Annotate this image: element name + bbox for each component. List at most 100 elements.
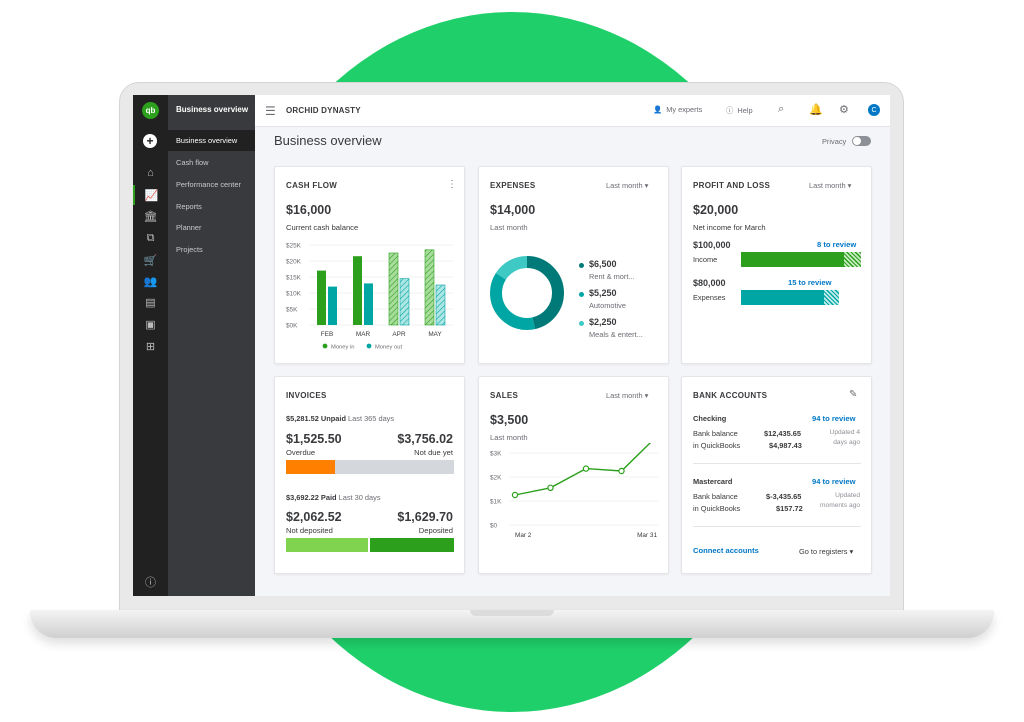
sales-title: SALES xyxy=(490,391,519,400)
mastercard-review-link[interactable]: 94 to review xyxy=(812,477,856,486)
connect-accounts-link[interactable]: Connect accounts xyxy=(693,546,759,555)
unpaid-amount: $5,281.52 Unpaid xyxy=(286,414,346,423)
privacy-label: Privacy xyxy=(822,137,847,146)
expenses-card: EXPENSES Last month ▾ $14,000 Last month… xyxy=(478,166,669,364)
donut-slice xyxy=(490,256,564,330)
apps-icon[interactable]: ⊞ xyxy=(145,340,156,353)
pencil-icon[interactable]: ✎ xyxy=(849,389,858,400)
not-deposited-label: Not deposited xyxy=(286,526,333,535)
y-tick-label: $3K xyxy=(490,451,502,458)
sales-period-dropdown[interactable]: Last month ▾ xyxy=(606,391,648,400)
x-tick-label: MAY xyxy=(428,331,442,338)
paid-summary: $3,692.22 Paid Last 30 days xyxy=(286,493,381,502)
account-name-mastercard[interactable]: Mastercard xyxy=(693,477,733,486)
help-label: Help xyxy=(737,106,753,115)
mastercard-updated-1: Updated xyxy=(835,492,860,499)
nav-panel: Business overview Business overview Cash… xyxy=(168,95,255,596)
legend-dot xyxy=(579,263,584,268)
bar-money-out xyxy=(399,278,410,326)
profit-loss-title: PROFIT AND LOSS xyxy=(693,181,771,190)
income-review-link[interactable]: 8 to review xyxy=(817,240,857,249)
expenses-pl-amount: $80,000 xyxy=(693,278,726,288)
checking-qb-label: in QuickBooks xyxy=(693,441,741,450)
bank-accounts-card: BANK ACCOUNTS ✎ Checking 94 to review Ba… xyxy=(681,376,872,574)
y-tick-label: $0K xyxy=(286,323,298,330)
unpaid-period: Last 365 days xyxy=(348,414,395,423)
net-income-amount: $20,000 xyxy=(693,203,739,217)
home-icon[interactable]: ⌂ xyxy=(147,167,154,179)
legend-dot xyxy=(322,343,328,349)
mastercard-bank-amount: $-3,435.65 xyxy=(766,492,802,501)
nav-item-planner[interactable]: Planner xyxy=(176,223,202,232)
payments-icon[interactable]: ⧉ xyxy=(146,231,155,244)
account-name-checking[interactable]: Checking xyxy=(693,414,727,423)
not-due-amount: $3,756.02 xyxy=(397,432,453,446)
my-experts-link[interactable]: 👤 My experts xyxy=(653,105,702,114)
divider xyxy=(693,463,861,464)
quickbooks-logo[interactable]: qb xyxy=(142,102,159,119)
nav-item-cash-flow[interactable]: Cash flow xyxy=(176,158,209,167)
more-options-icon[interactable]: ⋮ xyxy=(447,179,457,190)
chart-icon[interactable]: 📈 xyxy=(133,185,168,205)
company-name: ORCHID DYNASTY xyxy=(286,106,361,115)
bar-money-out xyxy=(328,286,337,325)
mastercard-bank-label: Bank balance xyxy=(693,492,738,501)
expenses-bar xyxy=(741,290,839,305)
bell-icon[interactable]: 🔔 xyxy=(809,104,823,116)
deposited-label: Deposited xyxy=(418,526,453,535)
privacy-toggle[interactable] xyxy=(852,136,871,146)
y-tick-label: $15K xyxy=(286,275,302,282)
gear-icon[interactable]: ⚙ xyxy=(839,104,849,116)
expenses-donut-chart xyxy=(490,256,564,330)
icon-rail: qb + ⌂ 📈 🏛 ⧉ 🛒 👥 ▤ ▣ ⊞ ⓘ xyxy=(133,95,168,596)
legend-dot xyxy=(366,343,372,349)
people-icon[interactable]: 👥 xyxy=(143,275,158,288)
nav-item-business-overview[interactable]: Business overview xyxy=(168,130,255,151)
mastercard-qb-amount: $157.72 xyxy=(776,504,803,513)
y-tick-label: $0 xyxy=(490,523,498,530)
hamburger-menu-icon[interactable]: ☰ xyxy=(265,104,276,118)
help-circle-icon[interactable]: ⓘ xyxy=(145,577,156,589)
divider xyxy=(693,526,861,527)
net-income-caption: Net income for March xyxy=(693,223,766,232)
expenses-review-link[interactable]: 15 to review xyxy=(788,278,832,287)
paid-amount: $3,692.22 Paid xyxy=(286,493,337,502)
overdue-bar-fill xyxy=(286,460,335,474)
main-content: ☰ ORCHID DYNASTY 👤 My experts ⓘ Help ⌕ 🔔… xyxy=(255,95,890,596)
avatar[interactable]: C xyxy=(868,104,880,116)
x-tick-label: FEB xyxy=(321,331,333,338)
y-tick-label: $20K xyxy=(286,259,302,266)
income-bar-hatch xyxy=(844,252,861,267)
donut-slice xyxy=(490,256,564,330)
y-tick-label: $5K xyxy=(286,307,298,314)
create-plus-icon[interactable]: + xyxy=(143,134,157,148)
legend-dot xyxy=(579,321,584,326)
mastercard-qb-label: in QuickBooks xyxy=(693,504,741,513)
app-screen: qb + ⌂ 📈 🏛 ⧉ 🛒 👥 ▤ ▣ ⊞ ⓘ Business overvi… xyxy=(133,95,890,596)
expenses-pl-label: Expenses xyxy=(693,293,726,302)
nav-item-performance-center[interactable]: Performance center xyxy=(176,180,241,189)
expenses-legend: $6,500 Rent & mort... $5,250 Automotive $2,2… xyxy=(579,259,669,349)
nav-item-reports[interactable]: Reports xyxy=(176,202,202,211)
checking-review-link[interactable]: 94 to review xyxy=(812,414,856,423)
x-tick-label: Mar 31 xyxy=(637,532,657,539)
cart-icon[interactable]: 🛒 xyxy=(143,254,158,267)
nav-item-projects[interactable]: Projects xyxy=(176,245,203,254)
profit-loss-period-dropdown[interactable]: Last month ▾ xyxy=(809,181,851,190)
expenses-period-dropdown[interactable]: Last month ▾ xyxy=(606,181,648,190)
bank-icon[interactable]: 🏛 xyxy=(143,210,158,223)
bar-money-out xyxy=(364,283,373,325)
inventory-icon[interactable]: ▤ xyxy=(145,296,156,309)
search-icon[interactable]: ⌕ xyxy=(778,103,785,115)
help-link[interactable]: ⓘ Help xyxy=(726,105,753,116)
nav-header: Business overview xyxy=(176,105,249,114)
payroll-icon[interactable]: ▣ xyxy=(145,318,156,331)
paid-bar xyxy=(286,538,454,552)
bar-money-in xyxy=(388,252,399,326)
income-amount: $100,000 xyxy=(693,240,731,250)
slice-label: Automotive xyxy=(589,301,626,310)
expenses-amount: $14,000 xyxy=(490,203,536,217)
bar-money-in xyxy=(353,256,362,325)
sales-point xyxy=(618,467,625,475)
go-to-registers-dropdown[interactable]: Go to registers ▾ xyxy=(799,547,853,556)
